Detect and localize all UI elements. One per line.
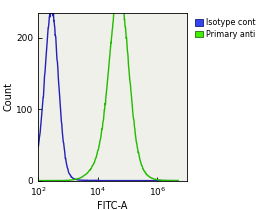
X-axis label: FITC-A: FITC-A bbox=[98, 201, 128, 210]
Legend: Isotype control, Primary antibody: Isotype control, Primary antibody bbox=[194, 17, 256, 41]
Y-axis label: Count: Count bbox=[4, 82, 14, 111]
